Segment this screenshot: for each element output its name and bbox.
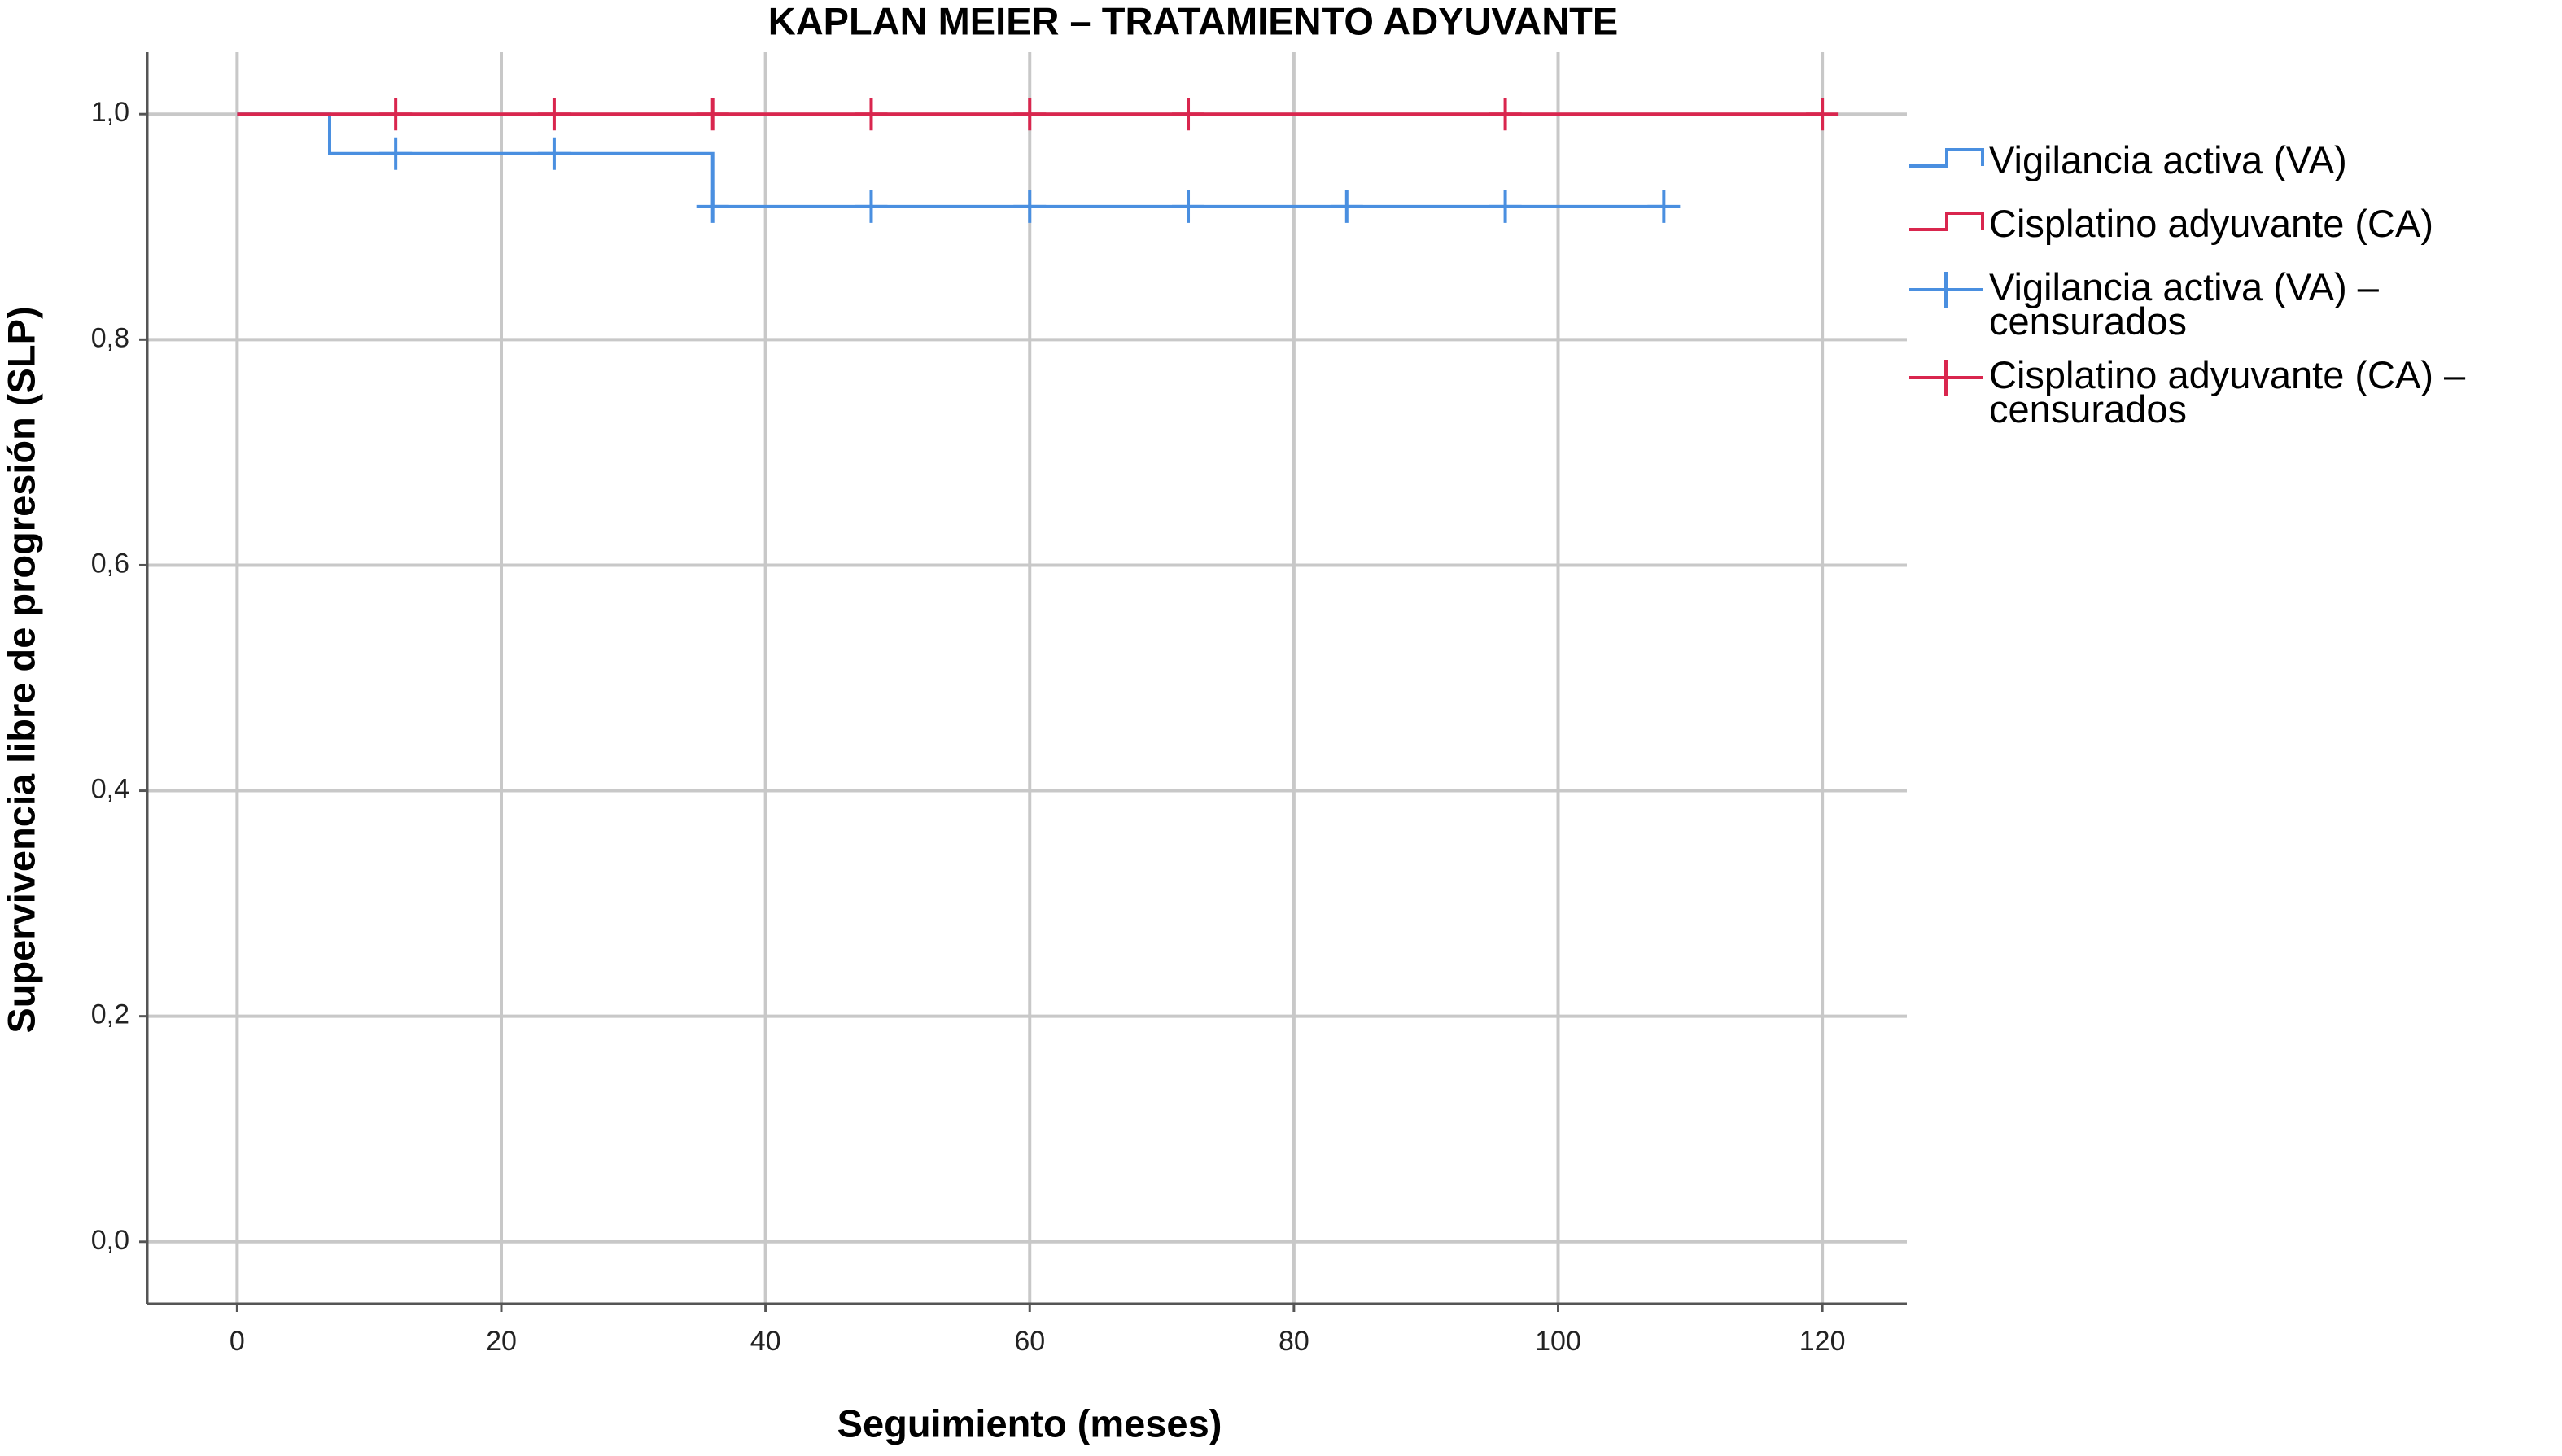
censor-mark — [1172, 98, 1205, 131]
legend-icon — [1909, 360, 1983, 396]
censor-mark — [379, 98, 413, 131]
censor-mark — [1489, 190, 1522, 223]
x-tick-label: 0 — [230, 1326, 245, 1357]
censor-mark — [1013, 190, 1047, 223]
legend-label: Cisplatino adyuvante (CA) — [1989, 202, 2433, 245]
x-tick-label: 120 — [1799, 1326, 1846, 1357]
legend-symbol — [1909, 272, 1983, 308]
legend: Vigilancia activa (VA) Cisplatino adyuvan… — [1904, 138, 2562, 441]
y-axis-label: Supervivencia libre de progresión (SLP) — [0, 306, 42, 1033]
censor-mark — [855, 190, 888, 223]
legend-label: Cisplatino adyuvante (CA) – censurados — [1989, 353, 2466, 431]
y-tick-label: 0,4 — [91, 774, 129, 805]
censor-mark — [1013, 98, 1047, 131]
y-tick-label: 0,2 — [91, 999, 129, 1030]
censor-mark — [537, 137, 571, 170]
y-tick-label: 0,8 — [91, 322, 129, 353]
y-tick-label: 1,0 — [91, 97, 129, 128]
x-tick-label: 80 — [1279, 1326, 1309, 1357]
legend-label: Vigilancia activa (VA) — [1989, 138, 2347, 181]
legend-entry: Vigilancia activa (VA) – censurados — [1904, 265, 2562, 343]
censor-mark — [1806, 98, 1839, 131]
x-tick-label: 100 — [1535, 1326, 1581, 1357]
censor-mark — [1489, 98, 1522, 131]
censor-mark — [696, 98, 729, 131]
x-tick-label: 40 — [750, 1326, 781, 1357]
y-tick-label: 0,0 — [91, 1225, 129, 1256]
legend-icon — [1909, 212, 1984, 231]
legend-entry: Vigilancia activa (VA) — [1904, 138, 2562, 187]
x-tick-label: 20 — [486, 1326, 517, 1357]
survival-line — [237, 112, 1664, 208]
x-tick-label: 60 — [1014, 1326, 1045, 1357]
censor-mark — [1330, 190, 1363, 223]
legend-icon — [1909, 272, 1983, 308]
legend-icon — [1909, 148, 1984, 168]
legend-symbol — [1909, 212, 1984, 231]
legend-label: Vigilancia activa (VA) – censurados — [1989, 265, 2379, 343]
censor-mark — [1172, 190, 1205, 223]
legend-symbol — [1909, 360, 1983, 396]
legend-symbol — [1909, 148, 1984, 168]
y-tick-label: 0,6 — [91, 548, 129, 579]
censor-mark — [1647, 190, 1681, 223]
censor-mark — [696, 190, 729, 223]
censor-mark — [855, 98, 888, 131]
legend-entry: Cisplatino adyuvante (CA) – censurados — [1904, 353, 2562, 431]
chart-title: KAPLAN MEIER – TRATAMIENTO ADYUVANTE — [768, 0, 1618, 42]
censor-mark — [537, 98, 571, 131]
censor-mark — [379, 137, 413, 170]
legend-entry: Cisplatino adyuvante (CA) — [1904, 202, 2562, 251]
x-axis-label: Seguimiento (meses) — [837, 1401, 1222, 1445]
